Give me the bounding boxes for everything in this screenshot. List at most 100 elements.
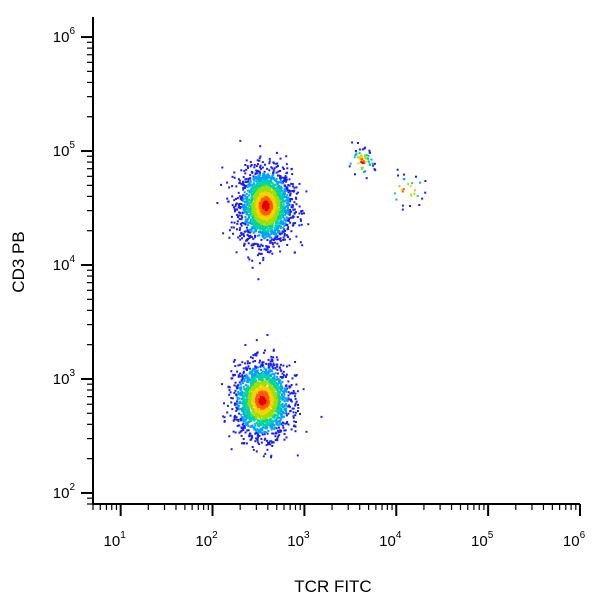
- data-point: [274, 231, 277, 234]
- y-tick-label: 104: [53, 254, 76, 274]
- data-point: [256, 234, 259, 237]
- data-point: [358, 152, 361, 154]
- data-point: [256, 395, 259, 398]
- data-point: [254, 236, 257, 239]
- data-point: [233, 391, 236, 394]
- data-point: [235, 185, 238, 188]
- data-point: [279, 423, 282, 425]
- data-point: [240, 417, 243, 420]
- data-point: [277, 170, 280, 173]
- data-point: [251, 388, 253, 391]
- data-point: [276, 372, 279, 375]
- data-point: [286, 228, 289, 231]
- data-point: [274, 189, 277, 192]
- data-point: [275, 238, 278, 241]
- data-point: [264, 236, 267, 239]
- data-point: [252, 219, 254, 222]
- data-point: [279, 375, 282, 378]
- data-point: [239, 238, 242, 241]
- data-point: [264, 425, 267, 427]
- data-point: [291, 377, 294, 380]
- data-point: [365, 177, 368, 180]
- data-point: [269, 409, 272, 412]
- data-point: [259, 429, 262, 432]
- data-point: [249, 179, 252, 182]
- data-point: [261, 361, 264, 364]
- data-point: [266, 377, 269, 380]
- data-point: [254, 360, 257, 362]
- data-point: [285, 155, 288, 158]
- data-point: [250, 412, 253, 415]
- data-point: [231, 408, 234, 411]
- data-point: [275, 419, 278, 421]
- data-point: [296, 191, 299, 194]
- data-point: [247, 380, 250, 383]
- data-point: [283, 218, 286, 221]
- data-point: [254, 207, 256, 210]
- data-point: [277, 218, 279, 221]
- data-point: [245, 422, 248, 425]
- data-point: [373, 168, 376, 171]
- data-point: [266, 180, 268, 183]
- data-point: [253, 374, 256, 377]
- data-point: [264, 385, 267, 388]
- data-point: [255, 180, 258, 183]
- data-point: [247, 376, 250, 379]
- data-point: [252, 178, 255, 181]
- data-point: [299, 218, 302, 221]
- data-point: [246, 401, 249, 404]
- data-point: [264, 404, 267, 407]
- data-point: [260, 243, 263, 246]
- axes-layer: 101 102 103 104 105 106 102 103 104 105 106: [53, 17, 586, 550]
- data-point: [252, 217, 254, 220]
- data-point: [264, 182, 267, 185]
- data-point: [248, 203, 251, 206]
- data-point: [282, 426, 285, 429]
- data-point: [284, 179, 287, 182]
- data-point: [267, 228, 270, 231]
- data-point: [273, 229, 276, 232]
- data-point: [254, 377, 257, 380]
- data-point: [252, 413, 255, 416]
- data-point: [242, 422, 245, 425]
- data-point: [276, 388, 279, 391]
- data-point: [284, 189, 287, 192]
- data-point: [282, 203, 285, 206]
- data-point: [247, 425, 250, 427]
- data-point: [251, 405, 254, 407]
- data-point: [257, 387, 260, 390]
- data-point: [282, 236, 285, 239]
- data-point: [249, 165, 252, 168]
- data-point: [288, 405, 291, 408]
- data-point: [260, 421, 262, 424]
- data-point: [268, 415, 271, 418]
- data-point: [295, 203, 298, 206]
- data-point: [267, 430, 270, 432]
- data-point: [278, 406, 281, 409]
- data-point: [265, 417, 268, 419]
- data-point: [237, 393, 240, 396]
- data-point: [283, 228, 286, 231]
- data-point: [245, 411, 248, 414]
- data-point: [258, 170, 261, 173]
- data-point: [282, 191, 285, 194]
- data-point: [275, 356, 278, 359]
- data-point: [276, 231, 279, 234]
- data-point: [271, 381, 274, 384]
- data-point: [281, 212, 284, 215]
- data-point: [289, 410, 292, 413]
- data-point: [256, 381, 259, 384]
- data-point: [251, 188, 254, 191]
- data-point: [251, 446, 254, 448]
- data-point: [294, 411, 297, 414]
- data-point: [257, 436, 260, 439]
- data-point: [244, 172, 247, 175]
- data-point: [255, 175, 257, 178]
- data-point: [271, 177, 274, 180]
- data-point: [242, 222, 245, 225]
- data-point: [258, 172, 261, 175]
- data-point: [265, 227, 268, 230]
- data-point: [416, 195, 419, 197]
- data-point: [239, 391, 242, 394]
- data-point: [294, 361, 296, 363]
